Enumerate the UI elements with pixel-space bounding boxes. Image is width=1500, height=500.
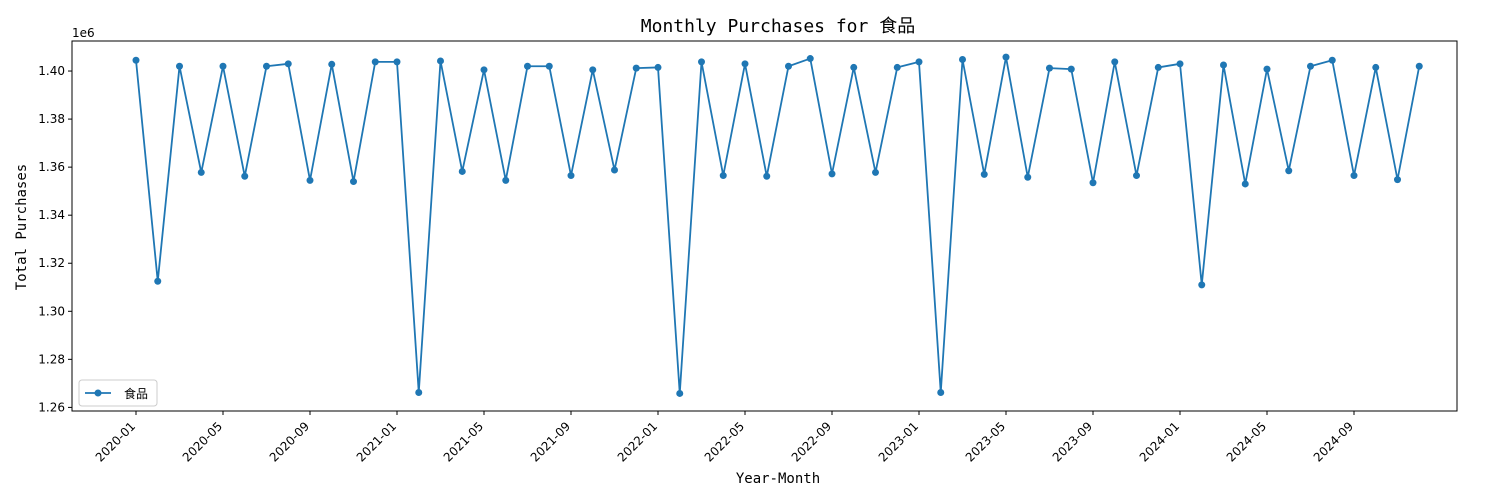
data-point: [1307, 62, 1314, 70]
y-tick-label: 1.40: [38, 64, 65, 78]
data-point: [437, 57, 444, 65]
data-point: [1285, 167, 1293, 175]
data-point: [654, 63, 662, 71]
data-point: [219, 62, 227, 70]
data-point: [1350, 172, 1358, 180]
y-tick-label: 1.30: [38, 304, 65, 318]
data-point: [1154, 63, 1162, 71]
data-point: [850, 63, 858, 71]
data-point: [1176, 60, 1184, 68]
data-point: [502, 176, 510, 184]
data-point: [241, 172, 249, 180]
y-axis-title: Total Purchases: [14, 164, 30, 290]
data-point: [1111, 58, 1119, 66]
data-point: [719, 172, 727, 180]
data-point: [1198, 281, 1206, 289]
data-point: [328, 60, 336, 68]
data-point: [1372, 63, 1380, 71]
data-point: [415, 389, 423, 396]
data-point: [1024, 173, 1032, 181]
data-point: [1263, 65, 1271, 73]
data-point: [1133, 172, 1140, 180]
data-point: [567, 172, 575, 180]
plot-area: [132, 53, 1423, 397]
data-point: [937, 389, 945, 396]
y-tick-label: 1.34: [38, 208, 65, 222]
data-point: [480, 66, 488, 74]
data-point: [458, 167, 466, 175]
data-point: [393, 58, 401, 66]
data-point: [1415, 62, 1423, 70]
data-point: [132, 56, 140, 64]
data-point: [1089, 179, 1097, 187]
series-line: [135, 56, 1421, 395]
data-point: [828, 170, 836, 178]
y-axis: 1.26 1.28 1.30 1.32 1.34 1.36 1.38 1.40: [38, 64, 72, 414]
data-point: [872, 168, 879, 176]
y-tick-label: 1.36: [38, 160, 65, 174]
legend-label: 食品: [124, 386, 148, 401]
legend: 食品: [78, 379, 158, 407]
data-point: [350, 178, 357, 186]
data-point: [980, 170, 988, 178]
data-point: [698, 58, 705, 66]
data-point: [545, 62, 553, 70]
data-point: [676, 389, 684, 397]
data-point: [785, 62, 792, 70]
data-point: [371, 58, 379, 66]
data-point: [197, 168, 205, 176]
y-tick-label: 1.28: [38, 352, 65, 366]
data-point: [741, 60, 749, 68]
data-point: [306, 176, 314, 184]
data-point: [263, 62, 270, 70]
data-point: [1328, 56, 1336, 64]
y-offset-label: 1e6: [72, 26, 95, 40]
y-tick-label: 1.38: [38, 112, 65, 126]
data-point: [1241, 180, 1249, 188]
data-point: [1002, 53, 1010, 61]
x-axis-title: Year-Month: [736, 471, 820, 487]
data-point: [176, 62, 183, 70]
data-point: [589, 66, 597, 74]
data-point: [893, 63, 901, 71]
y-tick-label: 1.26: [38, 400, 65, 414]
axes-frame: [71, 40, 1458, 412]
y-tick-label: 1.32: [38, 256, 65, 270]
data-point: [632, 64, 640, 72]
chart-title: Monthly Purchases for 食品: [641, 16, 915, 37]
data-point: [1067, 65, 1075, 73]
data-point: [1046, 64, 1053, 72]
data-point: [763, 172, 771, 180]
data-point: [611, 166, 618, 174]
data-point: [284, 60, 292, 68]
data-point: [154, 277, 162, 285]
data-point: [915, 58, 923, 66]
data-point: [959, 56, 966, 63]
data-point: [806, 55, 814, 63]
data-point: [1394, 176, 1401, 184]
data-point: [1220, 61, 1227, 69]
data-point: [524, 62, 531, 70]
legend-box: [78, 379, 158, 407]
legend-marker-swatch: [94, 389, 102, 397]
